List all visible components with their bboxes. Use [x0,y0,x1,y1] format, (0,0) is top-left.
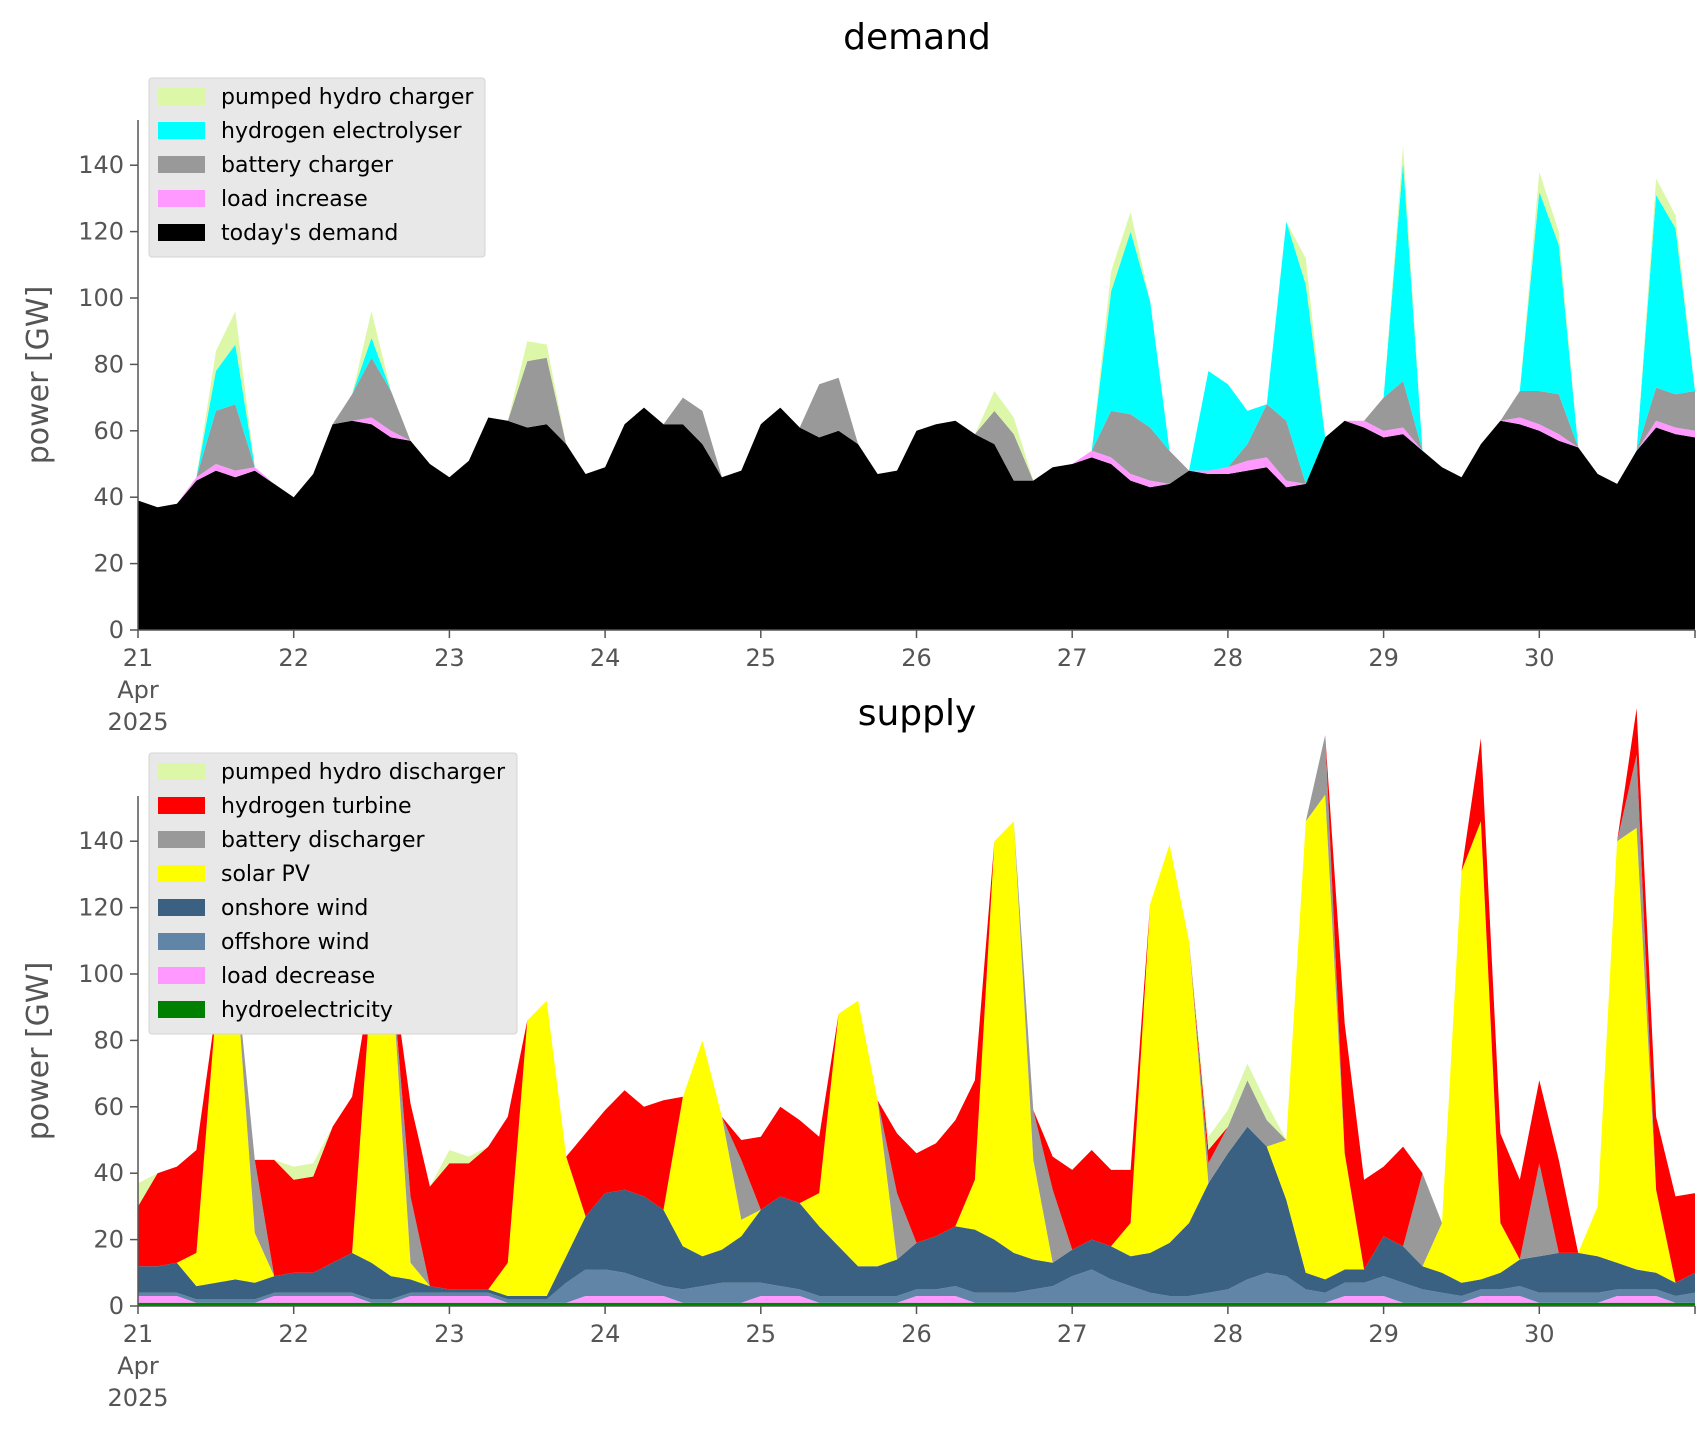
legend-label-battery-discharger: battery discharger [221,828,426,853]
supply-x-tick-label: 23 [434,1320,465,1348]
demand-chart-title: demand [843,17,991,58]
supply-area-onshore-wind [138,1126,1695,1300]
demand-x-tick-label: 30 [1524,644,1555,672]
legend-swatch-hydroelectricity [158,1001,205,1018]
supply-legend: pumped hydro discharger hydrogen turbine… [148,752,518,1035]
supply-area-load-decrease [138,1296,1695,1303]
supply-chart: supply 0 20 40 60 80 100 120 140 power [GW] 21 A… [21,693,1696,1412]
supply-y-tick-label: 40 [93,1159,124,1187]
legend-swatch-onshore-wind [158,899,205,916]
demand-area-hydrogen-electrolyser [138,161,1695,508]
legend-label-hydrogen-electrolyser: hydrogen electrolyser [221,119,462,144]
supply-x-tick-label: 29 [1368,1320,1399,1348]
supply-x-tick-label: 24 [590,1320,621,1348]
supply-x-tick-label: 25 [746,1320,777,1348]
legend-label-solar-pv: solar PV [221,862,310,887]
legend-label-load-increase: load increase [221,187,368,212]
demand-x-tick-label: 29 [1368,644,1399,672]
demand-y-tick-label: 0 [109,616,124,644]
demand-area-battery-charger [138,357,1695,508]
demand-x-tick-label: 22 [278,644,309,672]
supply-area-solar-pv [138,794,1695,1296]
legend-swatch-solar-pv [158,865,205,882]
demand-x-axis: 21 Apr 2025 22 23 24 25 26 27 28 29 30 [107,629,1696,736]
legend-swatch-hydrogen-electrolyser [158,122,205,139]
demand-legend-frame [148,77,486,258]
demand-area-pumped-hydro-charger [138,145,1695,508]
legend-label-offshore-wind: offshore wind [221,930,370,955]
demand-chart: demand 0 20 40 60 80 100 120 140 power [GW] 21 A… [21,17,1696,736]
legend-swatch-hydrogen-turbine [158,797,205,814]
legend-label-battery-charger: battery charger [221,153,394,178]
legend-label-pumped-hydro-charger: pumped hydro charger [221,85,474,110]
supply-area-offshore-wind [138,1269,1695,1303]
supply-y-tick-label: 0 [109,1292,124,1320]
demand-x-tick-label: 21 [123,644,154,672]
demand-y-axis: 0 20 40 60 80 100 120 140 power [GW] [21,120,139,644]
legend-swatch-pumped-hydro-discharger [158,763,205,780]
supply-chart-title: supply [858,693,977,734]
demand-y-tick-label: 20 [93,550,124,578]
demand-area-today-s-demand [138,407,1695,630]
demand-y-tick-label: 60 [93,417,124,445]
demand-x-tick-label: 23 [434,644,465,672]
demand-x-tick-label: 27 [1057,644,1088,672]
legend-label-onshore-wind: onshore wind [221,896,368,921]
supply-y-axis-label: power [GW] [21,962,56,1141]
supply-x-tick-label: 26 [901,1320,932,1348]
demand-x-tick-sublabel: Apr [117,676,159,704]
supply-x-tick-sublabel: Apr [117,1352,159,1380]
demand-y-tick-label: 140 [78,151,124,179]
demand-y-tick-label: 100 [78,284,124,312]
legend-label-pumped-hydro-discharger: pumped hydro discharger [221,760,506,785]
demand-y-tick-label: 80 [93,350,124,378]
legend-label-hydroelectricity: hydroelectricity [221,998,393,1023]
legend-swatch-load-decrease [158,967,205,984]
demand-area-series [138,145,1695,630]
demand-y-tick-label: 120 [78,218,124,246]
demand-x-tick-label: 25 [746,644,777,672]
demand-x-tick-label: 28 [1213,644,1244,672]
demand-y-tick-label: 40 [93,483,124,511]
supply-y-tick-label: 140 [78,827,124,855]
supply-x-tick-label: 28 [1213,1320,1244,1348]
legend-swatch-todays-demand [158,224,205,241]
supply-y-tick-label: 20 [93,1226,124,1254]
legend-swatch-pumped-hydro-charger [158,88,205,105]
legend-swatch-battery-discharger [158,831,205,848]
supply-x-tick-label: 21 [123,1320,154,1348]
demand-x-tick-sublabel: 2025 [107,708,168,736]
supply-x-axis: 21 Apr 2025 22 23 24 25 26 27 28 29 30 [107,1305,1696,1412]
demand-x-tick-label: 24 [590,644,621,672]
supply-x-tick-label: 30 [1524,1320,1555,1348]
legend-swatch-offshore-wind [158,933,205,950]
legend-swatch-load-increase [158,190,205,207]
legend-swatch-battery-charger [158,156,205,173]
legend-label-load-decrease: load decrease [221,964,375,989]
supply-x-tick-sublabel: 2025 [107,1384,168,1412]
supply-area-series [138,708,1695,1306]
supply-y-tick-label: 100 [78,960,124,988]
demand-y-axis-label: power [GW] [21,286,56,465]
supply-y-tick-label: 80 [93,1026,124,1054]
supply-x-tick-label: 22 [278,1320,309,1348]
supply-area-hydroelectricity [138,1302,1695,1306]
supply-y-tick-label: 60 [93,1093,124,1121]
supply-legend-frame [148,752,518,1035]
demand-x-tick-label: 26 [901,644,932,672]
legend-label-todays-demand: today's demand [221,221,398,246]
supply-y-axis: 0 20 40 60 80 100 120 140 power [GW] [21,796,139,1320]
supply-x-tick-label: 27 [1057,1320,1088,1348]
supply-area-hydrogen-turbine [138,708,1695,1290]
demand-legend: pumped hydro charger hydrogen electrolys… [148,77,486,258]
supply-area-battery-discharger [138,735,1695,1290]
supply-y-tick-label: 120 [78,894,124,922]
legend-label-hydrogen-turbine: hydrogen turbine [221,794,412,819]
